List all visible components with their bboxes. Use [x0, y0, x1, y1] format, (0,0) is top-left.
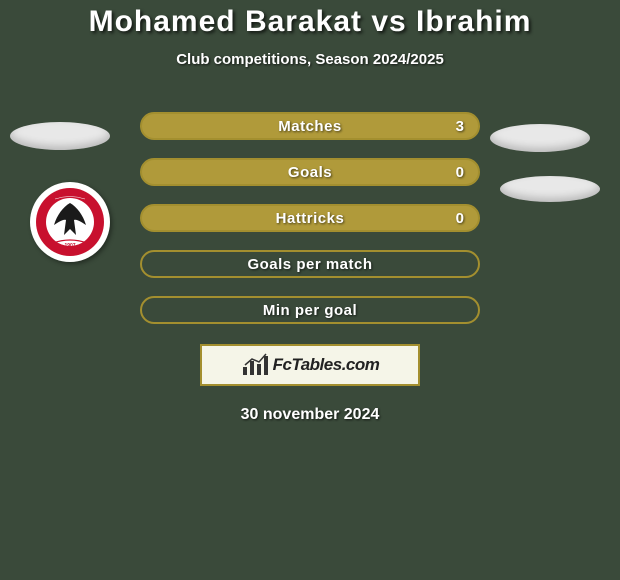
- page-title: Mohamed Barakat vs Ibrahim: [0, 5, 620, 39]
- player-silhouette-left: [10, 122, 110, 150]
- bar-chart-icon: [241, 353, 269, 377]
- date: 30 november 2024: [0, 406, 620, 424]
- player-silhouette-right-1: [490, 124, 590, 152]
- stat-value: 0: [456, 164, 464, 181]
- stat-row: Goals 0: [140, 158, 480, 186]
- stat-label: Min per goal: [263, 302, 357, 319]
- stat-label: Matches: [278, 118, 342, 135]
- player-silhouette-right-2: [500, 176, 600, 202]
- logo-text: FcTables.com: [273, 355, 380, 375]
- club-badge: 1907: [30, 182, 110, 262]
- stat-label: Hattricks: [276, 210, 345, 227]
- stat-value: 0: [456, 210, 464, 227]
- svg-text:1907: 1907: [64, 243, 75, 249]
- stat-label: Goals per match: [247, 256, 372, 273]
- stat-row: Matches 3: [140, 112, 480, 140]
- stat-row: Goals per match: [140, 250, 480, 278]
- stat-value: 3: [456, 118, 464, 135]
- fctables-logo: FcTables.com: [200, 344, 420, 386]
- al-ahly-crest-icon: 1907: [33, 185, 107, 259]
- stat-row: Min per goal: [140, 296, 480, 324]
- stat-row: Hattricks 0: [140, 204, 480, 232]
- stat-label: Goals: [288, 164, 332, 181]
- subtitle: Club competitions, Season 2024/2025: [0, 51, 620, 68]
